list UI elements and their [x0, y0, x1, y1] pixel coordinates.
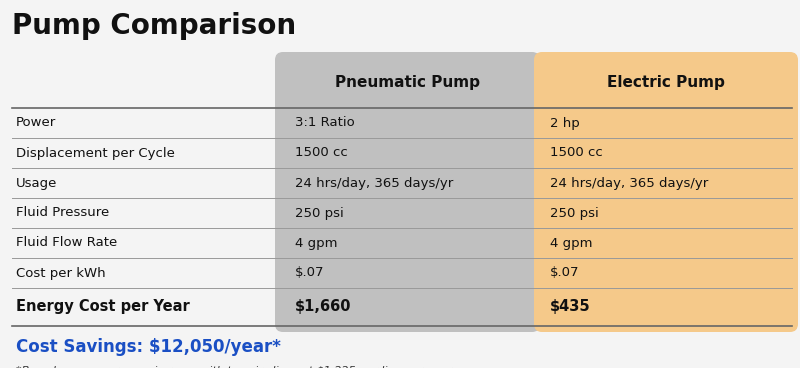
FancyBboxPatch shape — [534, 52, 798, 332]
Text: 1500 cc: 1500 cc — [550, 146, 602, 159]
FancyBboxPatch shape — [275, 52, 540, 332]
Text: 3:1 Ratio: 3:1 Ratio — [295, 117, 354, 130]
Text: 2 hp: 2 hp — [550, 117, 580, 130]
Text: Displacement per Cycle: Displacement per Cycle — [16, 146, 175, 159]
Text: 250 psi: 250 psi — [295, 206, 344, 219]
Text: $.07: $.07 — [550, 266, 579, 280]
Text: Fluid Flow Rate: Fluid Flow Rate — [16, 237, 118, 250]
Text: 250 psi: 250 psi — [550, 206, 598, 219]
Text: Energy Cost per Year: Energy Cost per Year — [16, 300, 190, 315]
Text: $435: $435 — [550, 300, 590, 315]
Text: Power: Power — [16, 117, 56, 130]
Text: 1500 cc: 1500 cc — [295, 146, 348, 159]
Text: *Based on an average mix room with ten circ lines at $1,225 per line per year.: *Based on an average mix room with ten c… — [16, 366, 454, 368]
Text: Fluid Pressure: Fluid Pressure — [16, 206, 110, 219]
Text: Usage: Usage — [16, 177, 58, 190]
Text: Cost Savings: $12,050/year*: Cost Savings: $12,050/year* — [16, 338, 281, 356]
Text: Pump Comparison: Pump Comparison — [12, 12, 296, 40]
Text: Electric Pump: Electric Pump — [607, 75, 725, 91]
Text: 4 gpm: 4 gpm — [295, 237, 338, 250]
Text: 4 gpm: 4 gpm — [550, 237, 593, 250]
Text: 24 hrs/day, 365 days/yr: 24 hrs/day, 365 days/yr — [550, 177, 708, 190]
Text: Cost per kWh: Cost per kWh — [16, 266, 106, 280]
Text: $.07: $.07 — [295, 266, 325, 280]
Text: 24 hrs/day, 365 days/yr: 24 hrs/day, 365 days/yr — [295, 177, 454, 190]
Text: Pneumatic Pump: Pneumatic Pump — [335, 75, 480, 91]
Text: $1,660: $1,660 — [295, 300, 351, 315]
